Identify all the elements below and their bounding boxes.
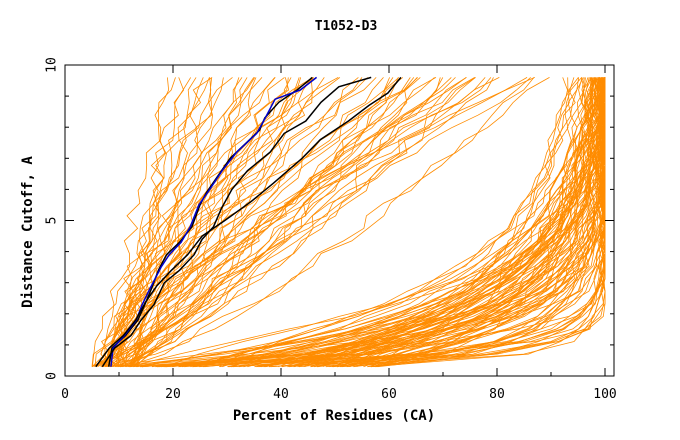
model-curve-167 (192, 77, 606, 368)
model-curve-15 (133, 77, 302, 367)
chart-title: T1052-D3 (315, 19, 378, 34)
model-curve-170 (178, 77, 584, 368)
model-curve-178 (287, 77, 606, 368)
model-curve-171 (297, 77, 601, 368)
y-axis-label: Distance Cutoff, A (20, 156, 36, 308)
model-curve-86 (219, 77, 597, 368)
model-curve-176 (336, 77, 606, 368)
model-curve-58 (105, 77, 492, 367)
model-curve-161 (165, 77, 606, 368)
model-curve-97 (181, 77, 568, 368)
model-curve-49 (114, 77, 204, 367)
x-tick-label-4: 80 (489, 387, 505, 402)
model-curve-42 (91, 77, 276, 367)
x-tick-label-1: 20 (165, 387, 181, 402)
model-curve-50 (131, 77, 292, 367)
model-curve-175 (341, 77, 606, 368)
model-curve-51 (124, 77, 435, 368)
model-curve-63 (125, 77, 257, 367)
model-curve-145 (316, 77, 601, 368)
x-tick-label-3: 60 (381, 387, 397, 402)
model-curve-157 (157, 77, 594, 368)
y-tick-label-0: 0 (45, 372, 60, 380)
y-tick-label-1: 5 (45, 217, 60, 225)
model-curve-18 (111, 77, 224, 368)
model-curve-39 (114, 77, 313, 368)
model-curve-24 (113, 77, 313, 368)
model-curve-103 (117, 77, 603, 368)
model-curve-31 (91, 77, 368, 368)
x-tick-label-5: 100 (593, 387, 616, 402)
model-curve-119 (376, 77, 594, 368)
model-curve-174 (109, 77, 585, 368)
model-curve-46 (120, 77, 531, 367)
model-curve-117 (259, 77, 583, 368)
model-curve-10 (116, 77, 486, 368)
model-curve-139 (222, 77, 600, 368)
model-curves (91, 77, 606, 368)
model-curve-47 (108, 77, 210, 367)
model-curve-69 (95, 77, 394, 368)
model-curve-45 (129, 77, 456, 367)
model-curve-67 (109, 77, 256, 367)
series-line-3 (95, 76, 402, 368)
model-curve-12 (100, 77, 170, 367)
highlighted-curves (95, 76, 402, 368)
model-curve-41 (135, 77, 418, 367)
model-curve-53 (100, 77, 341, 367)
model-curve-179 (294, 77, 606, 368)
model-curve-23 (91, 77, 411, 368)
model-curve-32 (122, 77, 359, 368)
model-curve-65 (95, 77, 263, 367)
model-curve-7 (120, 77, 467, 367)
model-curve-150 (135, 77, 583, 368)
model-curve-156 (192, 77, 589, 368)
model-curve-43 (91, 77, 535, 367)
model-curve-137 (104, 77, 606, 368)
x-axis-ticks: 0 20 40 60 80 100 (61, 65, 617, 402)
x-tick-label-0: 0 (61, 387, 69, 402)
model-curve-5 (133, 77, 441, 368)
model-curve-22 (126, 77, 452, 368)
model-curve-27 (101, 77, 550, 368)
model-curve-48 (102, 77, 476, 368)
model-curve-62 (94, 77, 494, 368)
y-axis-ticks: 0 5 10 (45, 57, 614, 380)
model-curve-131 (139, 77, 601, 368)
model-curve-54 (102, 77, 363, 367)
model-curve-25 (118, 77, 192, 367)
x-tick-label-2: 40 (273, 387, 289, 402)
x-axis-label: Percent of Residues (CA) (233, 408, 435, 424)
model-curve-166 (179, 77, 590, 368)
model-curve-66 (116, 77, 212, 367)
model-curve-68 (120, 77, 384, 367)
y-tick-label-2: 10 (45, 57, 60, 73)
model-curve-55 (130, 77, 528, 367)
series-line-2 (101, 76, 372, 368)
model-curve-13 (128, 77, 444, 368)
model-curve-37 (130, 77, 317, 367)
model-curve-60 (125, 77, 535, 368)
model-curve-173 (258, 77, 603, 368)
model-curve-19 (104, 77, 377, 367)
model-curve-169 (159, 77, 570, 368)
model-curve-52 (107, 77, 255, 367)
